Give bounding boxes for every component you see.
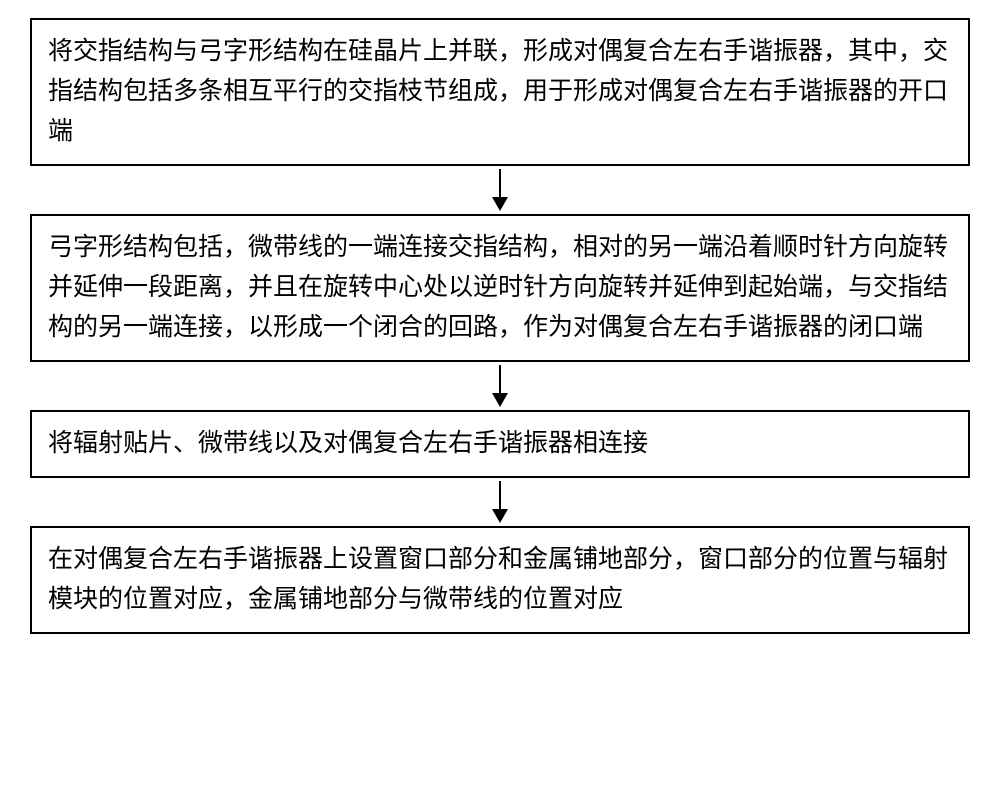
arrow-1 (492, 166, 508, 214)
flowchart-step-2: 弓字形结构包括，微带线的一端连接交指结构，相对的另一端沿着顺时针方向旋转并延伸一… (30, 214, 970, 362)
flowchart-step-1: 将交指结构与弓字形结构在硅晶片上并联，形成对偶复合左右手谐振器，其中，交指结构包… (30, 18, 970, 166)
step-1-text: 将交指结构与弓字形结构在硅晶片上并联，形成对偶复合左右手谐振器，其中，交指结构包… (48, 38, 948, 145)
flowchart-step-3: 将辐射贴片、微带线以及对偶复合左右手谐振器相连接 (30, 410, 970, 478)
step-3-text: 将辐射贴片、微带线以及对偶复合左右手谐振器相连接 (48, 430, 648, 457)
step-2-text: 弓字形结构包括，微带线的一端连接交指结构，相对的另一端沿着顺时针方向旋转并延伸一… (48, 234, 948, 341)
arrow-line (499, 169, 501, 197)
arrow-line (499, 365, 501, 393)
flowchart-step-4: 在对偶复合左右手谐振器上设置窗口部分和金属铺地部分，窗口部分的位置与辐射模块的位… (30, 526, 970, 634)
arrow-head-icon (492, 509, 508, 523)
arrow-line (499, 481, 501, 509)
arrow-head-icon (492, 197, 508, 211)
arrow-2 (492, 362, 508, 410)
step-4-text: 在对偶复合左右手谐振器上设置窗口部分和金属铺地部分，窗口部分的位置与辐射模块的位… (48, 546, 948, 613)
arrow-head-icon (492, 393, 508, 407)
arrow-3 (492, 478, 508, 526)
